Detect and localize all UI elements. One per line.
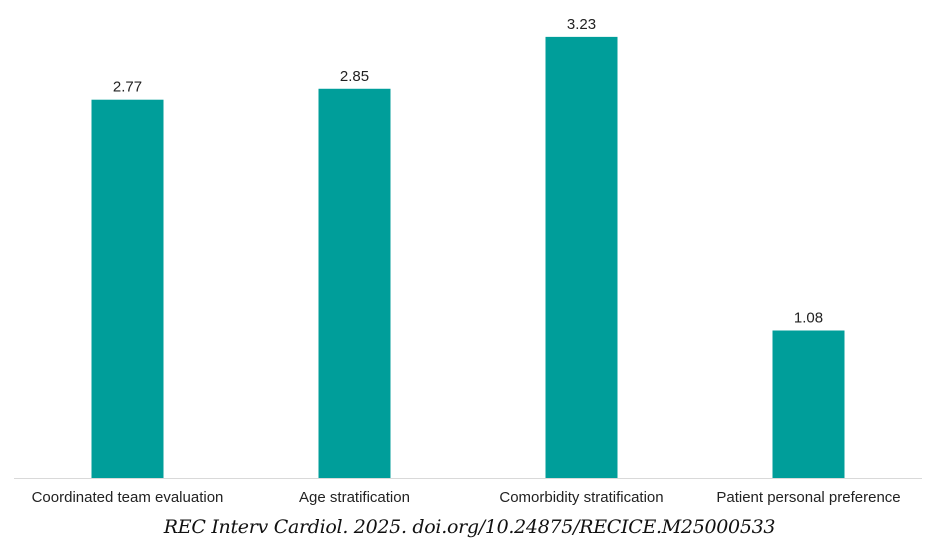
citation: REC Interv Cardiol. 2025. doi.org/10.248…	[163, 516, 776, 538]
category-label: Age stratification	[299, 489, 410, 506]
bar	[545, 36, 618, 478]
bar	[91, 99, 164, 478]
bar	[772, 330, 845, 478]
bar	[318, 88, 391, 479]
bar-chart: 2.77 Coordinated team evaluation 2.85 Age s…	[14, 16, 922, 506]
category-label: Coordinated team evaluation	[32, 489, 224, 506]
category-label: Patient personal preference	[716, 489, 900, 506]
category-label: Comorbidity stratification	[499, 489, 663, 506]
data-label: 3.23	[567, 16, 596, 33]
data-label: 1.08	[794, 310, 823, 327]
data-label: 2.77	[113, 79, 142, 96]
data-label: 2.85	[340, 68, 369, 85]
